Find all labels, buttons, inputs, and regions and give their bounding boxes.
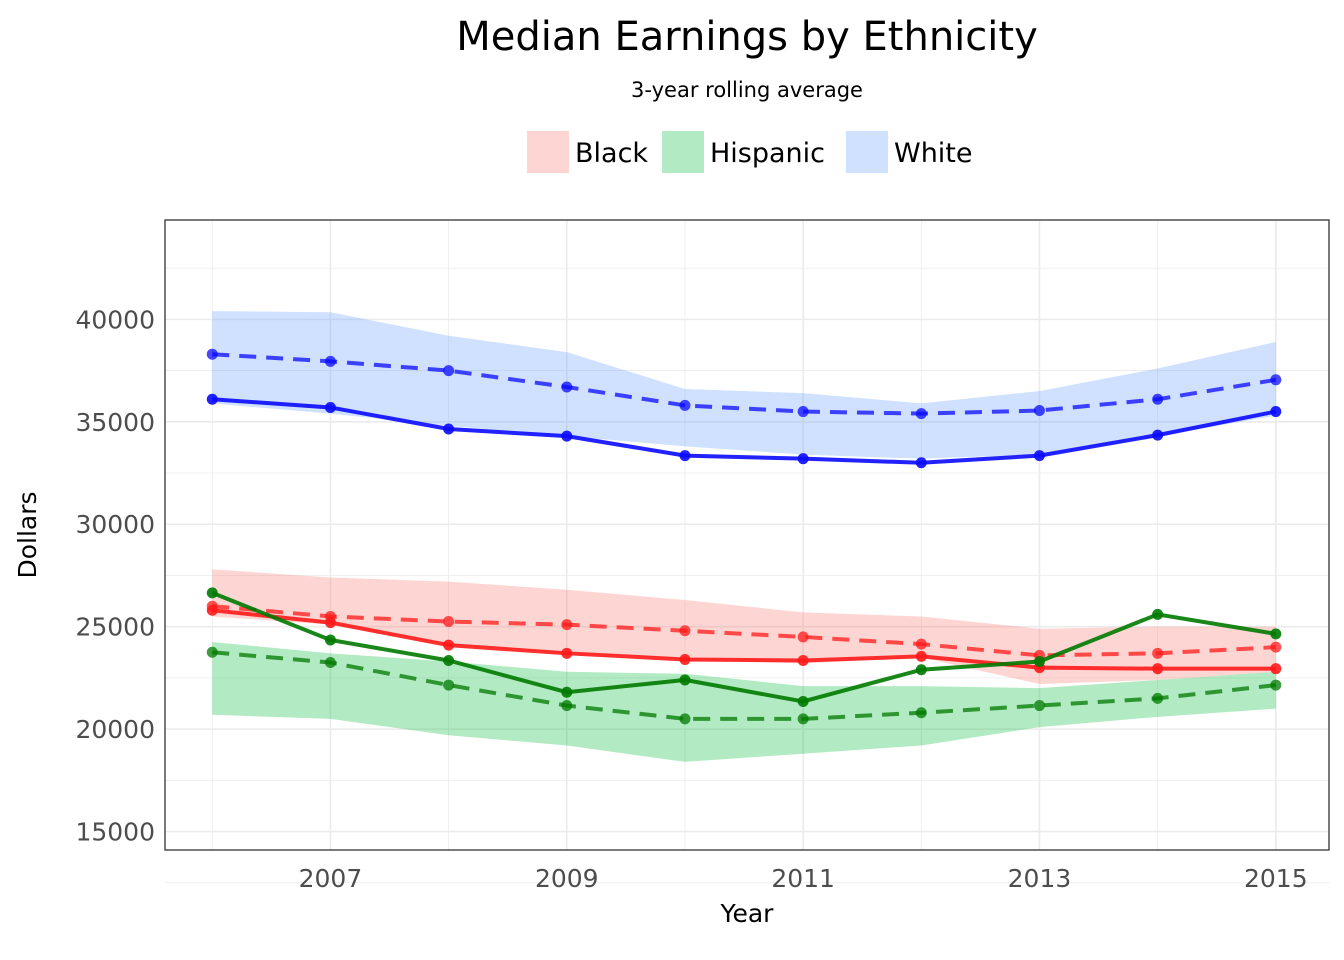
black-solid-point xyxy=(679,653,691,665)
black-band xyxy=(212,569,1276,685)
black-solid-point xyxy=(324,617,336,629)
white-band xyxy=(212,311,1276,459)
hispanic-solid-point xyxy=(679,674,691,686)
hispanic-dashed-point xyxy=(443,679,455,691)
x-tick-label: 2013 xyxy=(1008,864,1072,893)
legend-label-black: Black xyxy=(575,138,648,169)
chart-title: Median Earnings by Ethnicity xyxy=(456,14,1038,60)
black-solid-point xyxy=(561,647,573,659)
black-dashed-point xyxy=(797,631,809,643)
x-tick-label: 2007 xyxy=(299,864,363,893)
y-tick-label: 30000 xyxy=(75,510,155,539)
white-dashed-point xyxy=(915,408,927,420)
white-solid-point xyxy=(206,393,218,405)
white-dashed-point xyxy=(443,365,455,377)
legend-key-white xyxy=(846,131,888,173)
white-dashed-point xyxy=(679,399,691,411)
white-solid-point xyxy=(1270,406,1282,418)
black-dashed-line xyxy=(212,604,1276,658)
legend-label-hispanic: Hispanic xyxy=(710,138,825,169)
hispanic-dashed-point xyxy=(561,700,573,712)
white-dashed-point xyxy=(797,406,809,418)
white-dashed-point xyxy=(1270,374,1282,386)
hispanic-dashed-point xyxy=(915,707,927,719)
white-solid-point xyxy=(1033,450,1045,462)
x-tick-label: 2011 xyxy=(771,864,835,893)
hispanic-solid-point xyxy=(1152,608,1164,620)
y-axis-ticks: 15000 20000 25000 30000 35000 40000 xyxy=(75,305,155,846)
white-solid-point xyxy=(797,453,809,465)
y-tick-label: 25000 xyxy=(75,613,155,642)
series-points xyxy=(206,348,1282,725)
white-solid-line xyxy=(212,397,1277,465)
hispanic-dashed-point xyxy=(1270,679,1282,691)
white-dashed-point xyxy=(324,355,336,367)
legend: Black Hispanic White xyxy=(527,131,973,173)
plot-panel-border xyxy=(164,219,1330,851)
white-dashed-point xyxy=(206,348,218,360)
hispanic-dashed-point xyxy=(324,657,336,669)
y-tick-label: 15000 xyxy=(75,818,155,847)
legend-key-black xyxy=(527,131,569,173)
x-tick-label: 2009 xyxy=(535,864,599,893)
black-dashed-point xyxy=(1270,641,1282,653)
hispanic-solid-point xyxy=(797,695,809,707)
chart-subtitle: 3-year rolling average xyxy=(631,78,863,102)
hispanic-solid-point xyxy=(1033,656,1045,668)
white-solid-point xyxy=(915,457,927,469)
hispanic-dashed-point xyxy=(1033,700,1045,712)
hispanic-solid-point xyxy=(561,686,573,698)
black-solid-point xyxy=(797,654,809,666)
black-solid-point xyxy=(915,650,927,662)
black-dashed-point xyxy=(679,625,691,637)
hispanic-solid-point xyxy=(915,664,927,676)
series-lines xyxy=(211,352,1277,721)
y-axis-title: Dollars xyxy=(13,491,42,578)
x-axis-ticks: 2007 2009 2011 2013 2015 xyxy=(299,864,1308,893)
hispanic-solid-point xyxy=(324,634,336,646)
y-tick-label: 20000 xyxy=(75,715,155,744)
hispanic-dashed-point xyxy=(1152,692,1164,704)
y-tick-label: 35000 xyxy=(75,408,155,437)
legend-key-hispanic xyxy=(662,131,704,173)
white-solid-point xyxy=(679,450,691,462)
hispanic-band xyxy=(212,642,1276,762)
black-dashed-point xyxy=(561,619,573,631)
black-solid-point xyxy=(206,604,218,616)
hispanic-solid-point xyxy=(206,587,218,599)
white-solid-point xyxy=(324,401,336,413)
white-dashed-point xyxy=(1033,405,1045,417)
white-solid-point xyxy=(1152,429,1164,441)
white-solid-point xyxy=(561,430,573,442)
hispanic-dashed-line xyxy=(212,650,1277,721)
hispanic-solid-point xyxy=(1270,628,1282,640)
legend-label-white: White xyxy=(894,138,973,169)
x-tick-label: 2015 xyxy=(1244,864,1308,893)
confidence-bands xyxy=(212,311,1276,762)
white-dashed-point xyxy=(1152,393,1164,405)
black-solid-point xyxy=(1152,663,1164,675)
black-dashed-point xyxy=(443,616,455,628)
black-solid-point xyxy=(1270,663,1282,675)
hispanic-solid-line xyxy=(211,591,1277,704)
white-dashed-line xyxy=(212,352,1277,416)
hispanic-dashed-point xyxy=(206,646,218,658)
white-dashed-point xyxy=(561,381,573,393)
hispanic-solid-point xyxy=(443,654,455,666)
black-dashed-point xyxy=(915,638,927,650)
hispanic-dashed-point xyxy=(797,713,809,725)
x-axis-title: Year xyxy=(720,899,775,928)
y-tick-label: 40000 xyxy=(75,305,155,334)
black-solid-point xyxy=(443,639,455,651)
black-dashed-point xyxy=(1152,647,1164,659)
white-solid-point xyxy=(443,423,455,435)
hispanic-dashed-point xyxy=(679,713,691,725)
black-solid-line xyxy=(212,608,1276,671)
